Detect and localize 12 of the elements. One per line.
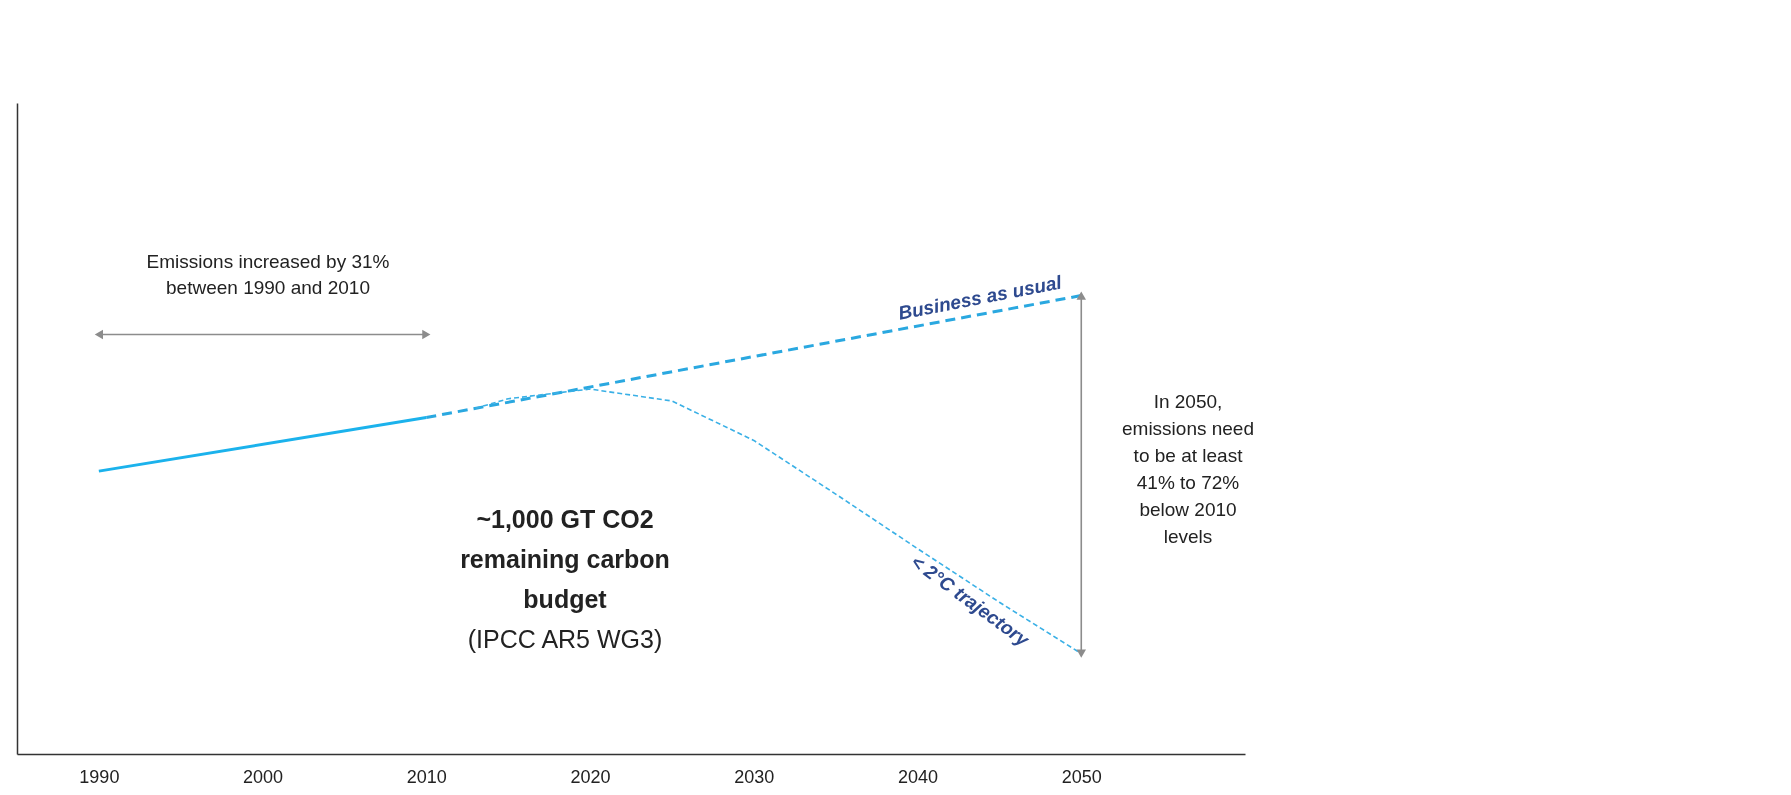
x-tick-label: 2000: [243, 766, 284, 787]
x-tick-label: 2040: [898, 766, 939, 787]
x-tick-label: 2010: [406, 766, 447, 787]
annotation: ~1,000 GT CO2 remaining carbon budget: [460, 505, 670, 613]
x-tick-label: 2050: [1061, 766, 1102, 787]
annotation: Emissions increased by 31% between 1990 and 2010: [146, 251, 390, 298]
annotation: (IPCC AR5 WG3): [467, 625, 663, 653]
x-tick-label: 2030: [734, 766, 775, 787]
x-tick-label: 2020: [570, 766, 611, 787]
x-tick-label: 1990: [79, 766, 120, 787]
text: Business as usual: [896, 271, 1064, 324]
annotation: In 2050, emissions need to be at least 41% to 72% below 2010 levels: [1121, 391, 1255, 547]
